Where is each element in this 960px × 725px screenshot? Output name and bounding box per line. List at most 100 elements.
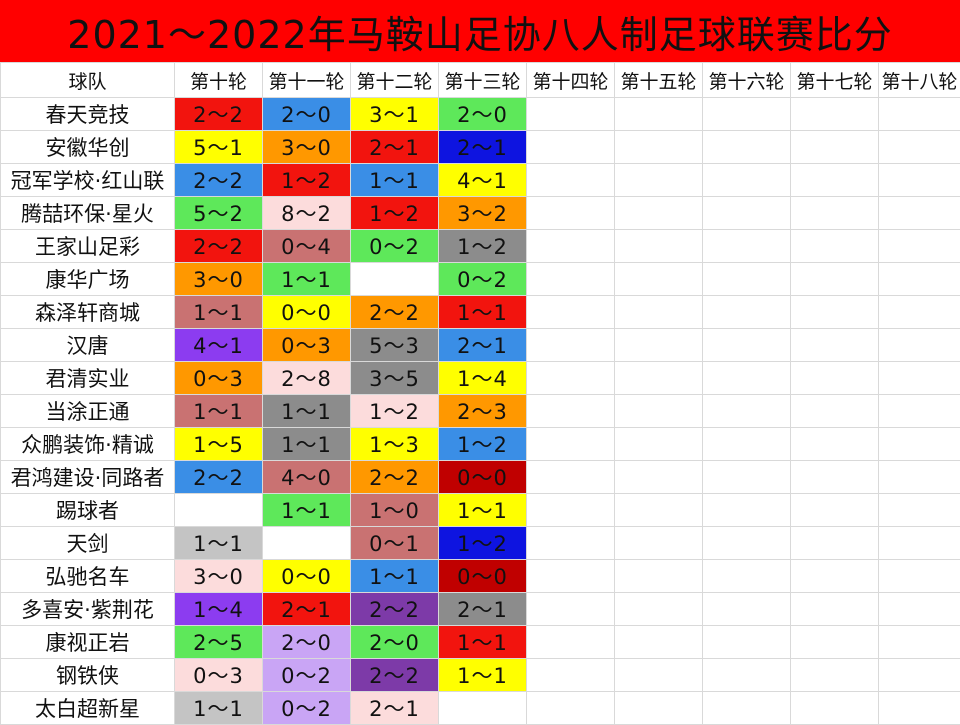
- score-cell[interactable]: [791, 131, 879, 164]
- score-cell[interactable]: 4～1: [175, 329, 263, 362]
- score-cell[interactable]: [439, 692, 527, 725]
- score-cell[interactable]: [615, 428, 703, 461]
- score-cell[interactable]: 1～1: [439, 659, 527, 692]
- header-round-11[interactable]: 第十一轮: [263, 63, 351, 98]
- score-cell[interactable]: 0～2: [351, 230, 439, 263]
- score-cell[interactable]: 1～1: [439, 296, 527, 329]
- score-cell[interactable]: [879, 263, 960, 296]
- score-cell[interactable]: [703, 560, 791, 593]
- score-cell[interactable]: 5～3: [351, 329, 439, 362]
- score-cell[interactable]: 2～0: [263, 626, 351, 659]
- score-cell[interactable]: [703, 98, 791, 131]
- score-cell[interactable]: [615, 98, 703, 131]
- score-cell[interactable]: [615, 164, 703, 197]
- score-cell[interactable]: [527, 626, 615, 659]
- score-cell[interactable]: [879, 428, 960, 461]
- team-name-cell[interactable]: 君鸿建设·同路者: [1, 461, 175, 494]
- score-cell[interactable]: [791, 230, 879, 263]
- score-cell[interactable]: 3～5: [351, 362, 439, 395]
- score-cell[interactable]: [879, 296, 960, 329]
- score-cell[interactable]: 1～5: [175, 428, 263, 461]
- score-cell[interactable]: [703, 428, 791, 461]
- score-cell[interactable]: [527, 296, 615, 329]
- score-cell[interactable]: [791, 395, 879, 428]
- score-cell[interactable]: [703, 263, 791, 296]
- score-cell[interactable]: 0～1: [351, 527, 439, 560]
- score-cell[interactable]: [703, 659, 791, 692]
- score-cell[interactable]: 2～2: [351, 296, 439, 329]
- header-round-12[interactable]: 第十二轮: [351, 63, 439, 98]
- score-cell[interactable]: [879, 395, 960, 428]
- score-cell[interactable]: [615, 659, 703, 692]
- team-name-cell[interactable]: 腾喆环保·星火: [1, 197, 175, 230]
- team-name-cell[interactable]: 汉唐: [1, 329, 175, 362]
- team-name-cell[interactable]: 春天竞技: [1, 98, 175, 131]
- score-cell[interactable]: [263, 527, 351, 560]
- score-cell[interactable]: 0～3: [263, 329, 351, 362]
- score-cell[interactable]: 1～1: [351, 560, 439, 593]
- score-cell[interactable]: [527, 494, 615, 527]
- score-cell[interactable]: 2～1: [263, 593, 351, 626]
- score-cell[interactable]: 1～1: [175, 527, 263, 560]
- score-cell[interactable]: [527, 164, 615, 197]
- score-cell[interactable]: [791, 263, 879, 296]
- score-cell[interactable]: 0～0: [439, 560, 527, 593]
- score-cell[interactable]: [527, 197, 615, 230]
- score-cell[interactable]: 1～2: [351, 395, 439, 428]
- score-cell[interactable]: [879, 230, 960, 263]
- score-cell[interactable]: [791, 428, 879, 461]
- score-cell[interactable]: [879, 197, 960, 230]
- score-cell[interactable]: [615, 263, 703, 296]
- score-cell[interactable]: [791, 527, 879, 560]
- score-cell[interactable]: [879, 626, 960, 659]
- score-cell[interactable]: [791, 659, 879, 692]
- team-name-cell[interactable]: 踢球者: [1, 494, 175, 527]
- score-cell[interactable]: 2～2: [351, 593, 439, 626]
- score-cell[interactable]: 3～0: [175, 560, 263, 593]
- score-cell[interactable]: 2～0: [351, 626, 439, 659]
- score-cell[interactable]: [791, 329, 879, 362]
- score-cell[interactable]: 2～3: [439, 395, 527, 428]
- score-cell[interactable]: [615, 329, 703, 362]
- score-cell[interactable]: 1～1: [175, 395, 263, 428]
- score-cell[interactable]: 0～2: [263, 659, 351, 692]
- score-cell[interactable]: [879, 329, 960, 362]
- score-cell[interactable]: [703, 494, 791, 527]
- score-cell[interactable]: [703, 131, 791, 164]
- header-round-15[interactable]: 第十五轮: [615, 63, 703, 98]
- score-cell[interactable]: [791, 593, 879, 626]
- score-cell[interactable]: [615, 692, 703, 725]
- team-name-cell[interactable]: 康视正岩: [1, 626, 175, 659]
- score-cell[interactable]: [527, 428, 615, 461]
- score-cell[interactable]: [791, 164, 879, 197]
- score-cell[interactable]: 2～1: [351, 692, 439, 725]
- score-cell[interactable]: 0～3: [175, 362, 263, 395]
- score-cell[interactable]: 3～2: [439, 197, 527, 230]
- score-cell[interactable]: 0～2: [263, 692, 351, 725]
- score-cell[interactable]: 2～0: [263, 98, 351, 131]
- score-cell[interactable]: [351, 263, 439, 296]
- score-cell[interactable]: [615, 461, 703, 494]
- score-cell[interactable]: 4～0: [263, 461, 351, 494]
- team-name-cell[interactable]: 当涂正通: [1, 395, 175, 428]
- score-cell[interactable]: [703, 197, 791, 230]
- header-round-17[interactable]: 第十七轮: [791, 63, 879, 98]
- score-cell[interactable]: [615, 626, 703, 659]
- score-cell[interactable]: 3～0: [263, 131, 351, 164]
- score-cell[interactable]: [703, 230, 791, 263]
- score-cell[interactable]: 2～0: [439, 98, 527, 131]
- score-cell[interactable]: 1～2: [439, 230, 527, 263]
- score-cell[interactable]: [879, 527, 960, 560]
- score-cell[interactable]: [527, 362, 615, 395]
- header-round-10[interactable]: 第十轮: [175, 63, 263, 98]
- score-cell[interactable]: 2～5: [175, 626, 263, 659]
- score-cell[interactable]: [791, 461, 879, 494]
- score-cell[interactable]: [615, 395, 703, 428]
- score-cell[interactable]: [879, 131, 960, 164]
- header-team[interactable]: 球队: [1, 63, 175, 98]
- score-cell[interactable]: [879, 461, 960, 494]
- team-name-cell[interactable]: 钢铁侠: [1, 659, 175, 692]
- score-cell[interactable]: [527, 98, 615, 131]
- score-cell[interactable]: 2～1: [439, 593, 527, 626]
- score-cell[interactable]: [527, 461, 615, 494]
